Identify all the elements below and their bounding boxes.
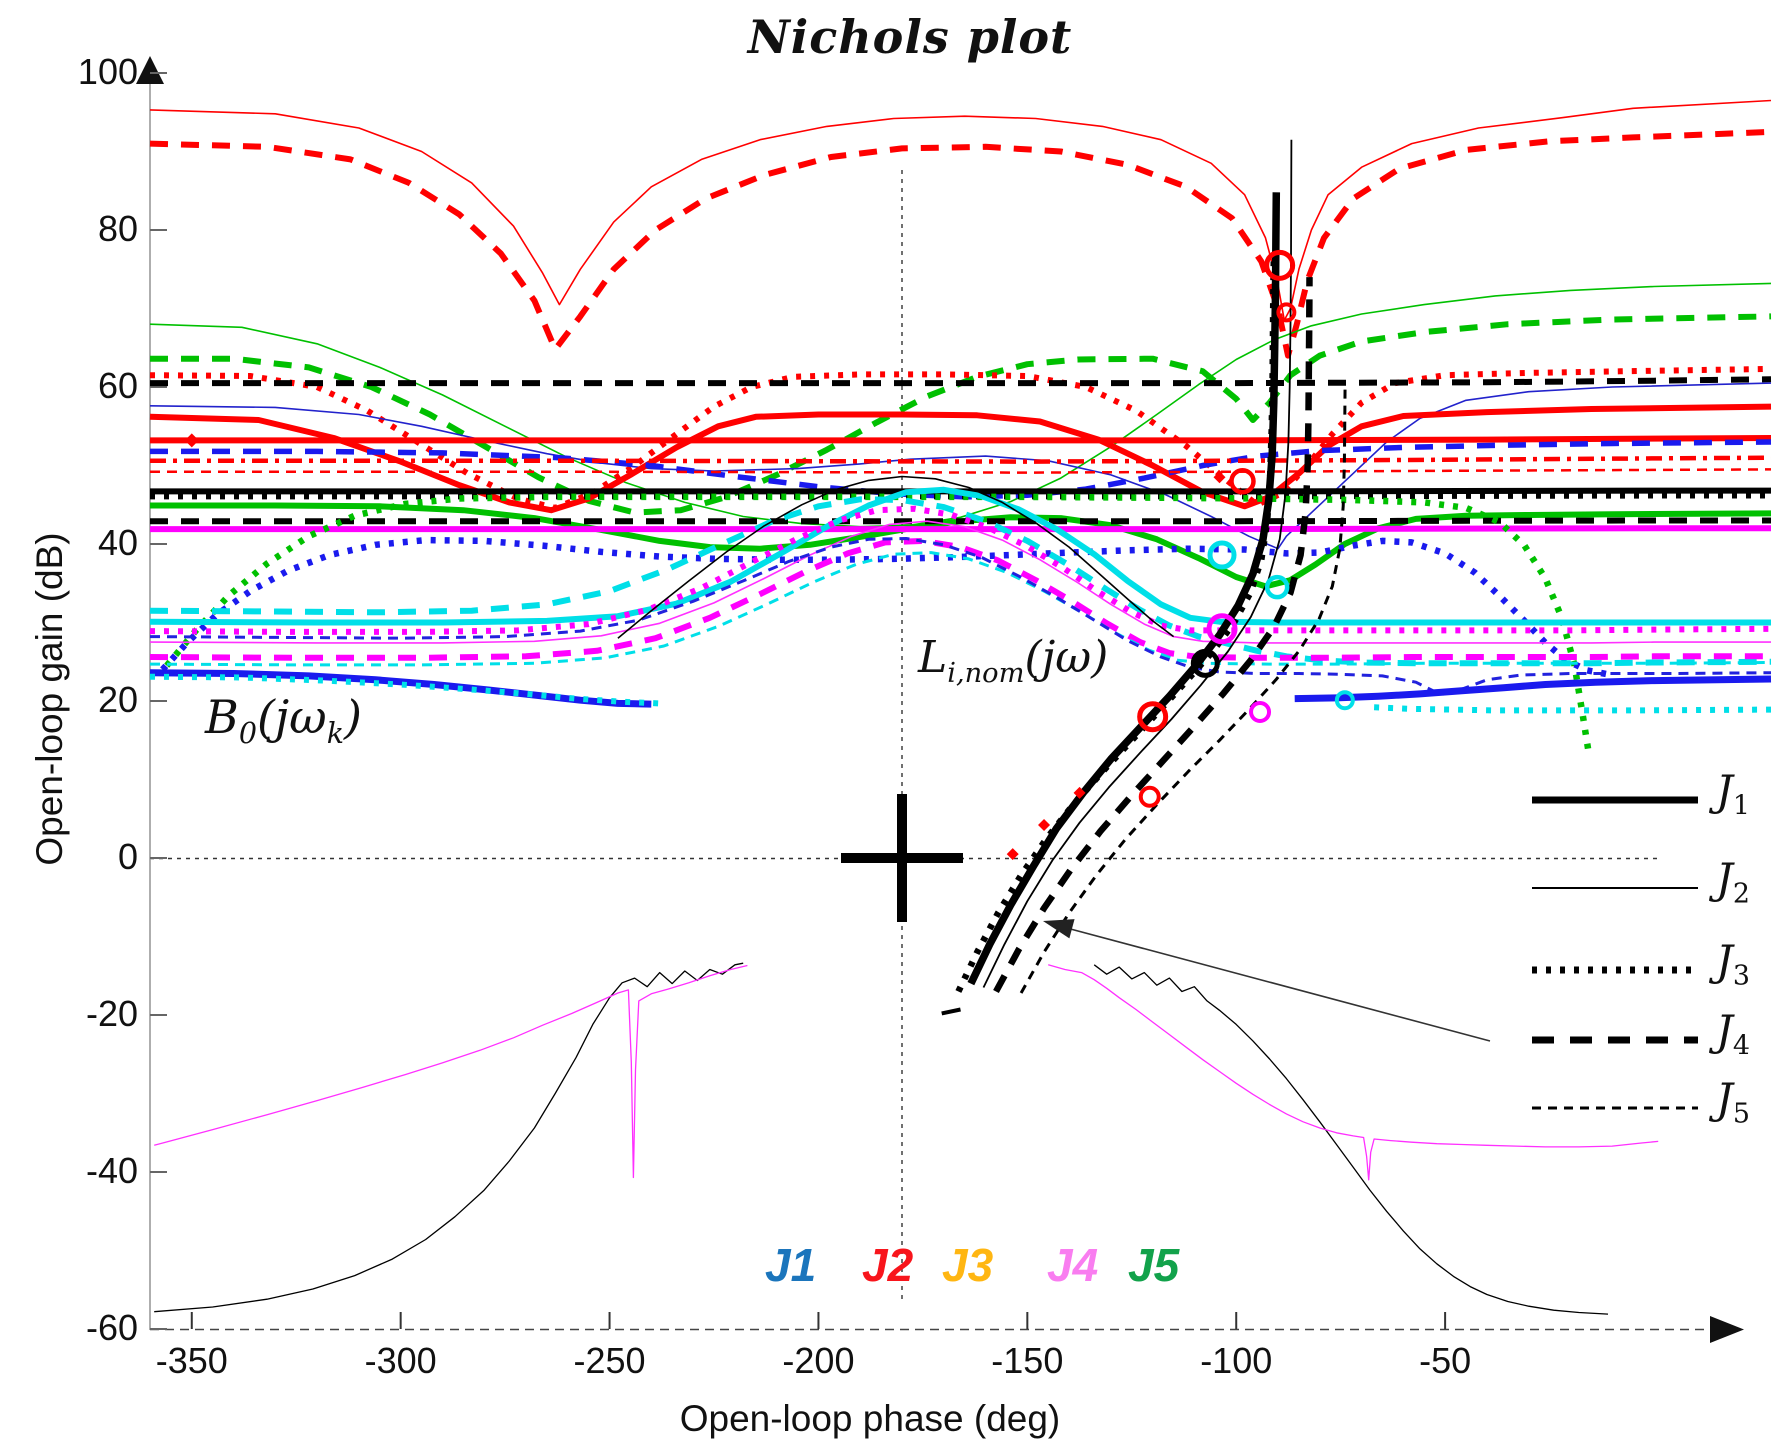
design-label-J3: J3	[942, 1239, 994, 1291]
marker-circle	[1206, 613, 1238, 645]
curve-loop-J2-thin-solid	[982, 139, 1293, 988]
legend-label-J4: J4	[1716, 1006, 1750, 1062]
lnom-sub: i,nom	[947, 657, 1025, 689]
x-tick-label: -200	[782, 1340, 855, 1381]
marker-diamond	[184, 433, 199, 448]
curve-bound-red-dash-91	[149, 128, 1772, 359]
design-label-J1: J1	[765, 1239, 817, 1291]
y-tick-label: 40	[97, 522, 138, 563]
curve-bound-magenta-dash-25	[149, 537, 1771, 661]
legend-label-J3: J3	[1716, 936, 1750, 992]
curve-bound-black-thin-arch	[617, 475, 1175, 639]
annotation-arrow-line	[1062, 926, 1491, 1042]
y-tick-label: 0	[117, 836, 138, 877]
annotation-b0: B0(jωk)	[205, 690, 362, 750]
b0-arg-sub: k	[326, 717, 344, 751]
curve-bound-blue-dash-51	[150, 439, 1772, 500]
marker-circle	[1190, 648, 1220, 678]
curve-bound-magenta-thin-27	[149, 520, 1771, 644]
marker-circle	[1137, 701, 1169, 733]
curve-bound-magenta-solid-41	[150, 525, 1771, 533]
marker-circle	[1334, 690, 1355, 711]
b0-arg: (jω	[256, 690, 327, 744]
curve-bound-red-dashdot-50	[150, 455, 1772, 464]
curve-bound-red-thin-95	[149, 99, 1772, 322]
y-tick-label: -20	[85, 993, 138, 1034]
x-tick-label: -150	[991, 1340, 1064, 1381]
y-tick-label: 20	[97, 679, 138, 720]
marker-circle	[1249, 700, 1272, 723]
curve-bound-green-solid-44	[150, 502, 1772, 590]
x-tick-label: -300	[364, 1340, 437, 1381]
legend-label-J1: J1	[1716, 766, 1750, 822]
curve-hf-black-right	[1093, 964, 1609, 1315]
x-tick-label: -50	[1419, 1340, 1472, 1381]
y-tick-label: 80	[97, 208, 138, 249]
x-tick-label: -350	[155, 1340, 228, 1381]
lnom-arg: (jω)	[1024, 632, 1109, 683]
y-tick-label: -40	[85, 1150, 138, 1191]
curve-bound-red-thindash-49	[150, 468, 1772, 474]
marker-diamond	[1213, 471, 1226, 484]
curve-bound-blue-dot-arch	[160, 536, 1609, 678]
page-title: Nichols plot	[747, 10, 1073, 64]
curve-bound-black-dash-42	[150, 517, 1771, 525]
marker-diamond	[1006, 848, 1019, 861]
y-tick-label: -60	[85, 1307, 138, 1348]
curve-loop-J4-dashed	[993, 277, 1313, 994]
y-tick-label: 100	[77, 51, 138, 92]
curve-loop-J5-finedash	[1019, 383, 1347, 994]
marker-diamond	[1038, 819, 1051, 832]
marker-circle	[1264, 249, 1296, 281]
x-axis-title: Open-loop phase (deg)	[679, 1398, 1061, 1439]
curve-loop-tail-dash	[941, 1007, 961, 1016]
curve-hf-black-left	[154, 962, 744, 1313]
legend-label-J5: J5	[1716, 1074, 1750, 1130]
marker-circle	[1229, 467, 1256, 495]
design-label-J4: J4	[1047, 1239, 1099, 1291]
curve-bound-black-dot-46	[150, 492, 1771, 500]
x-tick-label: -250	[573, 1340, 646, 1381]
curve-loop-J1-thick-solid	[967, 192, 1281, 986]
curve-bound-cyan-dot-19-right	[1373, 704, 1772, 714]
x-tick-label: -100	[1200, 1340, 1273, 1381]
curve-bound-black-dash-60	[150, 376, 1772, 387]
curve-bound-red-dot-61	[149, 365, 1772, 511]
legend-label-J2: J2	[1716, 854, 1750, 910]
curve-bound-blue-solid-21-right	[1294, 675, 1772, 703]
marker-circle	[1207, 540, 1237, 570]
y-axis-arrow-icon	[136, 56, 164, 84]
y-tick-label: 60	[97, 365, 138, 406]
curve-hf-magenta-left	[154, 964, 748, 1179]
marker-circle	[1276, 302, 1297, 323]
lnom-base: L	[918, 632, 948, 683]
curve-bound-blue-thindash-23	[149, 537, 1772, 697]
x-axis-arrow-icon	[1710, 1316, 1744, 1343]
marker-diamond	[1073, 786, 1086, 799]
annotation-lnom: Li,nom(jω)	[918, 632, 1108, 689]
b0-close: )	[343, 690, 362, 744]
marker-circle	[1138, 785, 1161, 808]
marker-circle	[1264, 574, 1290, 600]
curve-hf-magenta-right	[1048, 964, 1659, 1181]
curve-bound-blue-thin-57	[149, 382, 1772, 550]
curve-bound-green-thin-68	[149, 282, 1772, 528]
design-label-J5: J5	[1128, 1239, 1180, 1291]
annotation-arrow-head-icon	[1043, 919, 1075, 939]
b0-base: B	[205, 690, 239, 744]
curve-bound-red-solid-53	[150, 435, 1772, 444]
b0-sub: 0	[238, 717, 257, 751]
design-label-J2: J2	[862, 1239, 914, 1291]
